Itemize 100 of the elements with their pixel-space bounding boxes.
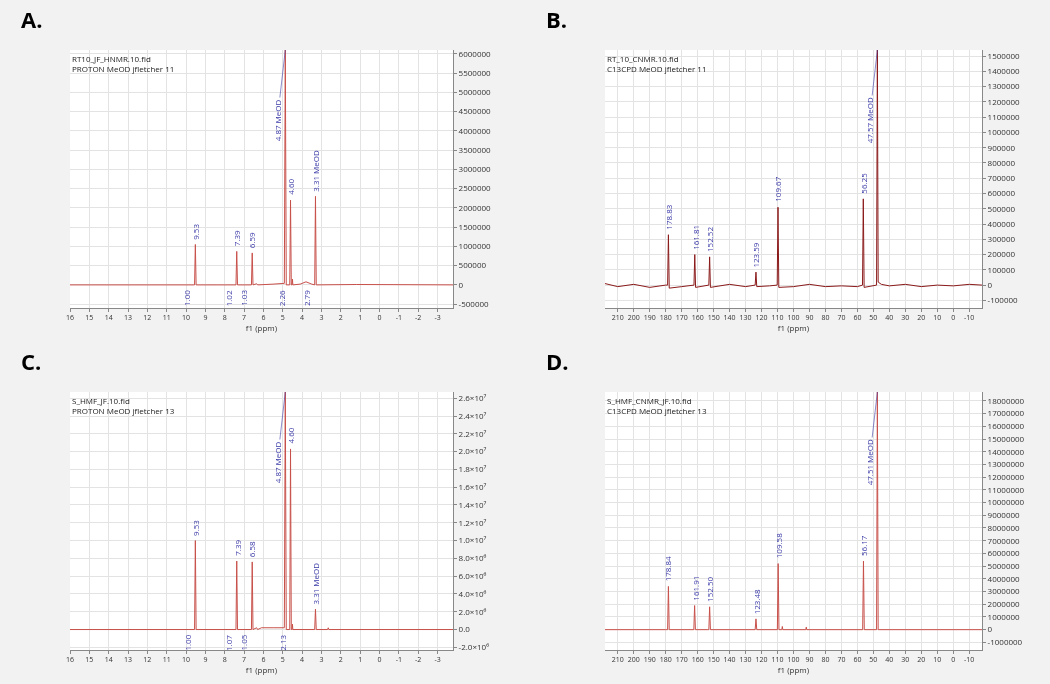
y-tick-label: 4000000	[987, 572, 1021, 584]
y-tick-label: 10000000	[987, 496, 1025, 508]
annotation: 56.17	[857, 535, 869, 556]
annotation: 1.02	[222, 290, 234, 307]
chart-title: B.	[546, 4, 568, 34]
y-tick-label: 4000000	[458, 124, 492, 136]
y-tick-label: 800000	[987, 156, 1016, 168]
y-tick-label: 100000	[987, 263, 1016, 275]
y-tick-label: 2.2×10⁷	[458, 427, 487, 439]
y-tick-label: 5500000	[458, 66, 492, 78]
y-tick-label: 2000000	[458, 201, 492, 213]
annotation: 9.53	[189, 519, 201, 536]
y-tick-label: 9000000	[987, 509, 1021, 521]
annotation: 161.91	[689, 575, 701, 601]
annotation: 4.87 MeOD	[272, 99, 284, 142]
annotation: 178.83	[663, 204, 675, 230]
y-tick-label: 300000	[987, 233, 1016, 245]
annotation: C13CPD MeOD jfletcher 13	[607, 405, 707, 416]
annotation: 9.53	[189, 223, 201, 240]
y-tick-label: 0.0	[458, 623, 471, 635]
x-axis-title: f1 (ppm)	[245, 322, 278, 334]
annotation: 47.57 MeOD	[864, 96, 876, 144]
y-tick-label: 2.4×10⁷	[458, 409, 487, 421]
annotation: 4.60	[284, 427, 296, 444]
y-tick-label: 1200000	[987, 95, 1021, 107]
annotation: 7.39	[231, 539, 243, 556]
y-tick-label: 1500000	[458, 220, 492, 232]
y-tick-label: 4.0×10⁶	[458, 587, 487, 599]
y-tick-label: 2500000	[458, 182, 492, 194]
y-tick-label: 1.6×10⁷	[458, 480, 487, 492]
y-tick-label: 17000000	[987, 407, 1025, 419]
chart-title: C.	[21, 346, 42, 376]
y-tick-label: 1000000	[458, 240, 492, 252]
annotation: 2.26	[276, 289, 288, 307]
annotation: 1.03	[238, 289, 250, 306]
y-tick-label: 1.4×10⁷	[458, 498, 487, 510]
y-tick-label: 1100000	[987, 110, 1021, 122]
y-tick-label: 6000000	[458, 47, 492, 59]
chart-title: A.	[21, 4, 43, 34]
annotation: 6.58	[246, 540, 258, 558]
y-tick-label: 1.8×10⁷	[458, 463, 487, 475]
y-tick-label: -500000	[458, 297, 490, 309]
y-tick-label: 5000000	[458, 86, 492, 98]
annotation: 7.39	[231, 229, 243, 247]
y-tick-label: -100000	[987, 294, 1019, 306]
y-tick-label: 600000	[987, 187, 1016, 199]
y-tick-label: 11000000	[987, 483, 1025, 495]
annotation: PROTON MeOD jfletcher 13	[72, 405, 175, 416]
annotation: 6.59	[246, 231, 258, 249]
chart-title: D.	[546, 346, 569, 376]
y-tick-label: 15000000	[987, 432, 1025, 444]
y-tick-label: 0	[458, 278, 464, 290]
annotation: 178.84	[662, 555, 674, 582]
y-tick-label: 1400000	[987, 65, 1021, 77]
y-tick-label: 700000	[987, 172, 1016, 184]
y-tick-label: 6.0×10⁶	[458, 569, 487, 581]
annotation: 109.58	[773, 532, 785, 559]
y-tick-label: 500000	[458, 259, 487, 271]
annotation: 47.51 MeOD	[864, 438, 876, 486]
annotation: 4.87 MeOD	[272, 441, 284, 484]
x-axis-title: f1 (ppm)	[777, 322, 810, 334]
y-tick-label: 6000000	[987, 547, 1021, 559]
annotation: 4.60	[285, 178, 297, 195]
text: S_HMF_CNMR_JF.10.fid	[607, 395, 692, 406]
annotation: 1.05	[238, 634, 250, 651]
text: S_HMF_JF.10.fid	[72, 395, 130, 406]
y-tick-label: 16000000	[987, 420, 1025, 432]
annotation: 109.67	[772, 176, 784, 202]
y-tick-label: 200000	[987, 248, 1016, 260]
annotation: 2.13	[276, 634, 288, 651]
y-tick-label: 3000000	[458, 163, 492, 175]
y-tick-label: 3500000	[458, 143, 492, 155]
y-tick-label: 0	[987, 623, 993, 635]
y-tick-label: 12000000	[987, 470, 1025, 482]
annotation: 152.52	[704, 226, 716, 252]
x-axis-title: f1 (ppm)	[245, 664, 278, 676]
annotation: 161.81	[689, 224, 701, 250]
text: RT10_JF_HNMR.10.fid	[72, 53, 151, 64]
annotation: 56.25	[857, 172, 869, 194]
y-tick-label: 8000000	[987, 521, 1021, 533]
y-tick-label: 3000000	[987, 585, 1021, 597]
y-tick-label: -1000000	[987, 636, 1023, 648]
y-tick-label: 400000	[987, 217, 1016, 229]
y-tick-label: 1500000	[987, 49, 1021, 61]
annotation: 3.31 MeOD	[310, 149, 322, 192]
text: RT_10_CNMR.10.fid	[607, 53, 679, 64]
y-tick-label: 2.0×10⁷	[458, 445, 487, 457]
annotation: 123.59	[750, 242, 762, 268]
annotation: 1.07	[222, 634, 234, 652]
y-tick-label: 2.6×10⁷	[458, 392, 487, 404]
annotation: PROTON MeOD jfletcher 11	[72, 63, 175, 74]
y-tick-label: 1.2×10⁷	[458, 516, 487, 528]
y-tick-label: 0	[987, 278, 993, 290]
y-tick-label: 13000000	[987, 458, 1025, 470]
y-tick-label: 18000000	[987, 394, 1025, 406]
annotation: 1.00	[181, 289, 193, 306]
y-tick-label: 8.0×10⁶	[458, 552, 487, 564]
annotation: 3.31 MeOD	[310, 562, 322, 605]
y-tick-label: 1000000	[987, 126, 1021, 138]
y-tick-label: 4500000	[458, 105, 492, 117]
